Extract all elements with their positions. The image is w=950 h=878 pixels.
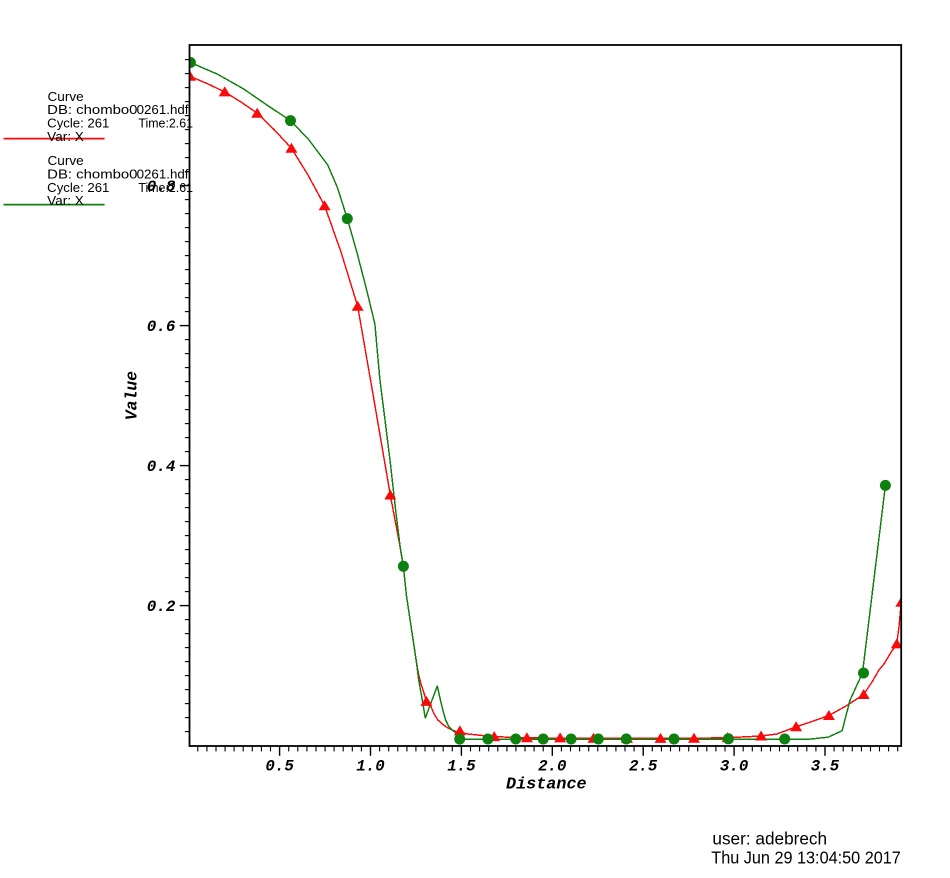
svg-text:Distance: Distance: [506, 775, 587, 794]
svg-text:0.8: 0.8: [147, 178, 176, 196]
svg-text:DB: chombo0: DB: chombo0: [47, 166, 137, 181]
svg-text:Curve: Curve: [48, 153, 84, 168]
svg-text:0261.hdf: 0261.hdf: [137, 102, 189, 117]
svg-text:2.0: 2.0: [538, 758, 567, 776]
svg-text:3.0: 3.0: [720, 758, 749, 776]
svg-text:Thu Jun 29 13:04:50 2017: Thu Jun 29 13:04:50 2017: [711, 847, 901, 867]
svg-text:1.0: 1.0: [356, 758, 385, 776]
svg-text:Cycle: 261: Cycle: 261: [47, 116, 109, 131]
svg-text:Value: Value: [123, 371, 142, 420]
svg-text:3.5: 3.5: [811, 758, 840, 776]
svg-text:user: adebrech: user: adebrech: [712, 829, 827, 849]
svg-text:Time:2.61: Time:2.61: [138, 116, 193, 131]
svg-text:2.5: 2.5: [629, 758, 658, 776]
svg-text:0.6: 0.6: [147, 318, 176, 336]
svg-text:Time:2.61: Time:2.61: [138, 180, 193, 195]
svg-text:DB: chombo0: DB: chombo0: [47, 102, 137, 117]
svg-text:0.4: 0.4: [147, 458, 176, 476]
svg-text:Curve: Curve: [48, 89, 84, 104]
svg-text:0261.hdf: 0261.hdf: [137, 166, 189, 181]
svg-text:0.2: 0.2: [147, 598, 176, 616]
svg-text:Cycle: 261: Cycle: 261: [47, 180, 109, 195]
svg-text:0.5: 0.5: [265, 758, 294, 776]
svg-text:Var: X: Var: X: [47, 193, 84, 208]
svg-text:Var: X: Var: X: [47, 129, 84, 144]
svg-text:1.5: 1.5: [447, 758, 476, 776]
